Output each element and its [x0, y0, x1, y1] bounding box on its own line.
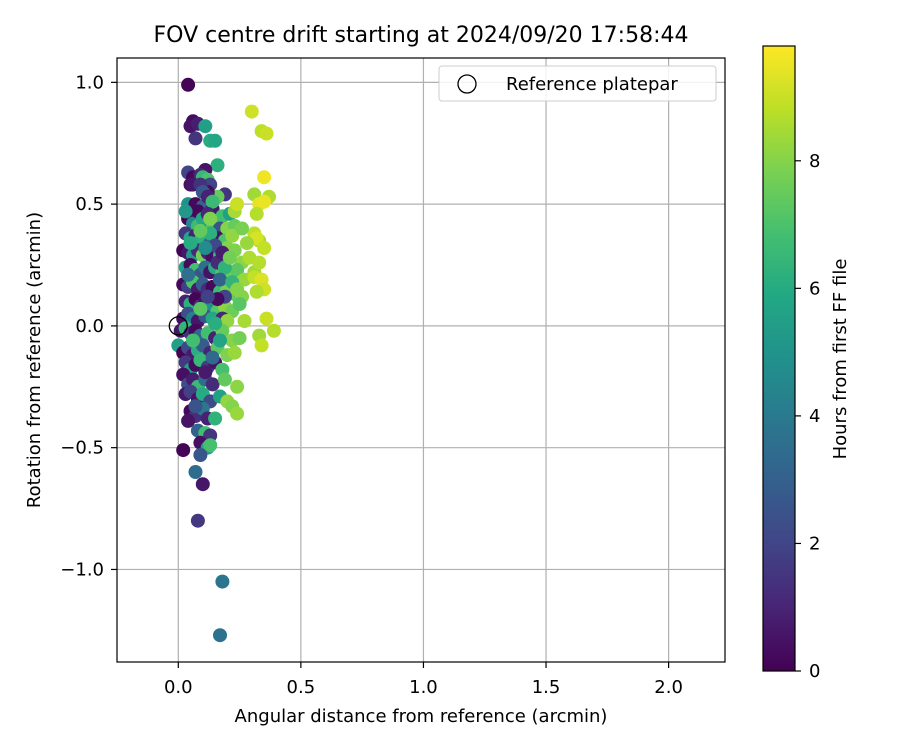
data-point [230, 406, 245, 421]
legend-box [438, 65, 717, 102]
data-point [188, 131, 203, 146]
data-point [198, 119, 213, 134]
data-point [205, 350, 220, 365]
x-axis-label: Angular distance from reference (arcmin) [235, 706, 608, 727]
y-tick-label: 0.5 [75, 194, 104, 215]
data-point [259, 311, 274, 326]
data-point [244, 104, 259, 119]
x-tick-label: 1.5 [532, 677, 561, 698]
legend-marker-open-circle [457, 74, 477, 94]
data-point [249, 206, 264, 221]
plot-frame [116, 57, 726, 663]
data-point [213, 628, 227, 643]
colorbar-tick-label: 2 [809, 533, 820, 554]
data-point [181, 413, 196, 428]
data-point [195, 477, 210, 492]
data-point [186, 333, 200, 348]
data-point [193, 448, 208, 462]
colorbar-ticks: 0 2 4 6 8 [795, 151, 820, 682]
data-point [222, 250, 237, 265]
data-point [252, 255, 267, 270]
x-tick-label: 1.0 [409, 677, 438, 698]
legend: Reference platepar [438, 65, 717, 102]
data-point [259, 126, 274, 141]
y-tick-label: 0.0 [75, 316, 104, 337]
data-point [183, 236, 198, 251]
data-point [227, 345, 242, 360]
data-point [176, 443, 191, 458]
y-tick-label: 1.0 [75, 72, 104, 93]
data-point [181, 77, 196, 92]
data-point [232, 297, 247, 311]
data-point [217, 372, 232, 387]
data-point [239, 236, 254, 251]
data-point [257, 170, 272, 185]
data-point [205, 194, 220, 209]
legend-entry-label: Reference platepar [506, 74, 678, 95]
data-point [198, 241, 213, 255]
colorbar-tick-label: 0 [809, 661, 820, 682]
data-point [210, 158, 225, 173]
data-point [230, 262, 245, 277]
data-points [168, 77, 281, 643]
data-point [230, 197, 245, 212]
data-point [181, 267, 196, 282]
y-tick-label: −1.0 [60, 559, 104, 580]
data-point [178, 204, 193, 219]
y-axis-label: Rotation from reference (arcmin) [24, 212, 45, 508]
colorbar-label: Hours from first FF file [830, 259, 851, 460]
data-point [205, 377, 220, 392]
data-point [249, 284, 264, 299]
x-tick-label: 2.0 [654, 677, 683, 698]
data-point [232, 331, 247, 346]
data-point [257, 194, 272, 209]
data-point [193, 223, 208, 238]
data-point [203, 428, 218, 443]
y-tick-label: −0.5 [60, 438, 104, 459]
chart-title: FOV centre drift starting at 2024/09/20 … [154, 23, 689, 48]
data-point [235, 221, 249, 236]
data-point [257, 241, 272, 255]
data-point [208, 316, 223, 331]
data-point [208, 411, 223, 426]
data-point [198, 365, 213, 380]
x-axis-ticks: 0.0 0.5 1.0 1.5 2.0 [164, 662, 683, 698]
data-point [203, 438, 218, 453]
colorbar-tick-label: 4 [809, 406, 820, 427]
data-point [213, 272, 227, 287]
data-point [254, 338, 269, 353]
data-point [230, 282, 245, 297]
data-point [188, 399, 203, 414]
data-point [225, 228, 240, 243]
data-point [203, 211, 218, 226]
data-point [208, 133, 223, 148]
data-point [237, 314, 252, 328]
data-point [230, 379, 245, 394]
data-point [190, 513, 205, 528]
data-point [215, 574, 230, 589]
x-tick-label: 0.0 [164, 677, 193, 698]
data-point [200, 289, 215, 304]
y-axis-ticks: −1.0 −0.5 0.0 0.5 1.0 [60, 72, 117, 580]
colorbar-tick-label: 6 [809, 278, 820, 299]
data-point [266, 323, 281, 338]
data-point [193, 301, 208, 316]
x-tick-label: 0.5 [287, 677, 316, 698]
colorbar-tick-label: 8 [809, 151, 820, 172]
colorbar [762, 45, 796, 672]
data-point [188, 465, 203, 479]
data-point [213, 333, 227, 348]
reference-platepar-marker [168, 316, 188, 336]
